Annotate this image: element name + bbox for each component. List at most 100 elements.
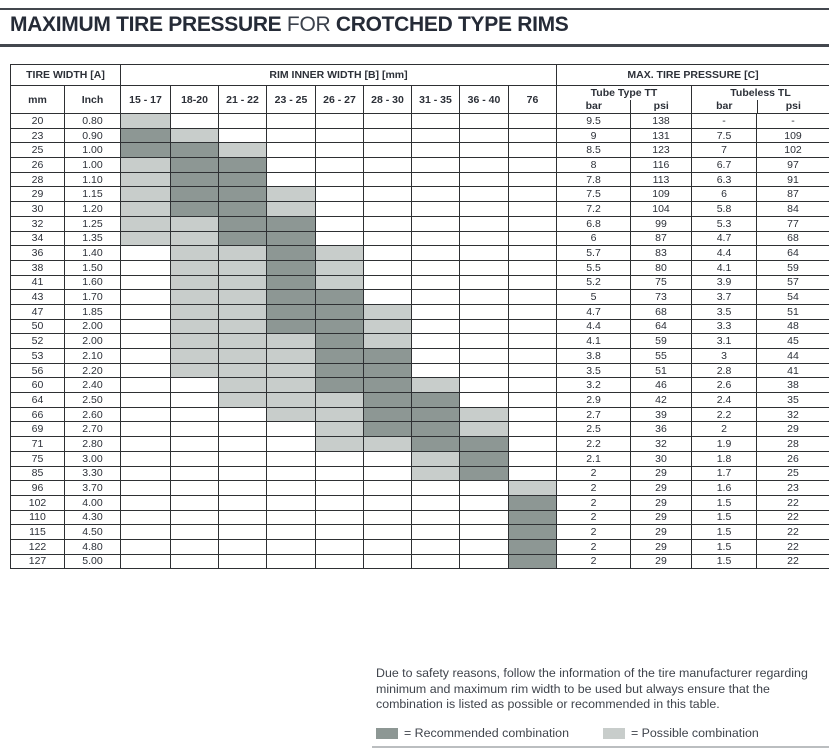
tt-psi-cell: 131 (630, 127, 693, 144)
tl-bar-cell: 5.3 (691, 215, 758, 232)
rim-combination-cell (218, 348, 267, 364)
rim-combination-cell (363, 127, 412, 144)
rim-combination-cell (363, 303, 412, 320)
rim-combination-cell (459, 157, 509, 173)
tire-mm-cell: 122 (10, 538, 65, 555)
rim-combination-cell (507, 348, 558, 364)
rim-combination-cell (459, 230, 509, 247)
tire-inch-cell: 2.80 (64, 436, 121, 452)
tire-mm-cell: 23 (10, 127, 65, 144)
tt-bar-cell: 5.5 (556, 259, 632, 276)
rim-combination-cell (315, 274, 364, 291)
tt-psi-cell: 138 (630, 113, 693, 129)
tt-bar-cell: 2 (556, 538, 632, 555)
tl-bar-cell: 3.5 (691, 303, 758, 320)
rim-combination-cell (459, 377, 509, 394)
rim-combination-cell (459, 421, 509, 438)
table-row: 96 3.70 2 29 1.6 23 (10, 480, 829, 496)
tire-inch-cell: 4.00 (64, 494, 121, 511)
tire-inch-cell: 0.80 (64, 113, 121, 129)
rim-combination-cell (363, 259, 412, 276)
rim-combination-cell (459, 450, 509, 467)
tt-bar-cell: 2 (556, 494, 632, 511)
tire-inch-cell: 1.10 (64, 171, 121, 188)
table-row: 43 1.70 5 73 3.7 54 (10, 289, 829, 305)
tl-psi-cell: 35 (756, 392, 829, 408)
table-row: 115 4.50 2 29 1.5 22 (10, 524, 829, 540)
table-row: 85 3.30 2 29 1.7 25 (10, 465, 829, 482)
tl-bar-cell: 3 (691, 348, 758, 364)
rim-combination-cell (218, 465, 267, 482)
rim-combination-cell (459, 171, 509, 188)
rim-combination-cell (120, 362, 171, 379)
tube-type-units: bar psi (558, 100, 691, 113)
tire-mm-cell: 26 (10, 157, 65, 173)
rim-combination-cell (266, 289, 316, 305)
tl-psi-cell: 29 (756, 421, 829, 438)
tire-width-group-header: TIRE WIDTH [A] (10, 64, 121, 86)
tl-psi-cell: 54 (756, 289, 829, 305)
rim-combination-cell (266, 538, 316, 555)
rim-combination-cell (315, 142, 364, 159)
rim-combination-cell (459, 318, 509, 335)
rim-combination-cell (411, 333, 460, 349)
tl-bar-cell: 1.9 (691, 436, 758, 452)
rim-combination-cell (507, 186, 558, 203)
column-header-row: mm Inch 15 - 17 18-20 21 - 22 23 - 25 26… (10, 85, 829, 114)
inch-column-header: Inch (64, 85, 121, 114)
rim-combination-cell (218, 274, 267, 291)
safety-note-text: Due to safety reasons, follow the inform… (376, 666, 808, 711)
rim-combination-cell (218, 450, 267, 467)
tt-bar-cell: 6 (556, 230, 632, 247)
tt-psi-cell: 30 (630, 450, 693, 467)
rim-combination-cell (411, 538, 460, 555)
tl-psi-cell: - (756, 113, 829, 129)
tl-psi-cell: 77 (756, 215, 829, 232)
rim-combination-cell (120, 348, 171, 364)
rim-combination-cell (120, 377, 171, 394)
rim-combination-cell (363, 157, 412, 173)
tire-inch-cell: 3.70 (64, 480, 121, 496)
tt-psi-cell: 29 (630, 553, 693, 570)
rim-combination-cell (218, 553, 267, 570)
group-header-row: TIRE WIDTH [A] RIM INNER WIDTH [B] [mm] … (10, 64, 829, 86)
rim-combination-cell (507, 509, 558, 526)
rim-combination-cell (459, 392, 509, 408)
tl-psi-cell: 57 (756, 274, 829, 291)
rim-combination-cell (218, 421, 267, 438)
tire-mm-cell: 25 (10, 142, 65, 159)
tl-bar-cell: 2.6 (691, 377, 758, 394)
rim-combination-cell (363, 480, 412, 496)
rim-combination-cell (120, 436, 171, 452)
rim-combination-cell (459, 538, 509, 555)
rim-combination-cell (170, 494, 219, 511)
tl-bar-cell: 3.7 (691, 289, 758, 305)
rim-combination-cell (266, 348, 316, 364)
rim-combination-cell (170, 509, 219, 526)
tire-inch-cell: 2.00 (64, 333, 121, 349)
rim-combination-cell (411, 201, 460, 217)
rim-combination-cell (266, 480, 316, 496)
tl-psi-cell: 45 (756, 333, 829, 349)
tl-bar-cell: 1.8 (691, 450, 758, 467)
table-row: 26 1.00 8 116 6.7 97 (10, 157, 829, 173)
table-row: 23 0.90 9 131 7.5 109 (10, 127, 829, 144)
tubeless-label: Tubeless TL (730, 87, 791, 99)
rim-combination-cell (315, 215, 364, 232)
rim-combination-cell (363, 142, 412, 159)
tl-psi-cell: 41 (756, 362, 829, 379)
tl-bar-cell: 3.9 (691, 274, 758, 291)
rim-combination-cell (120, 524, 171, 540)
tl-bar-cell: 6 (691, 186, 758, 203)
table-row: 50 2.00 4.4 64 3.3 48 (10, 318, 829, 335)
rim-combination-cell (363, 245, 412, 261)
rim-combination-cell (507, 333, 558, 349)
tt-bar-cell: 2 (556, 553, 632, 570)
rim-width-column-header: 18-20 (170, 85, 219, 114)
tire-inch-cell: 1.50 (64, 259, 121, 276)
tl-psi-cell: 51 (756, 303, 829, 320)
rim-combination-cell (459, 303, 509, 320)
rim-combination-cell (266, 465, 316, 482)
title-main: MAXIMUM TIRE PRESSURE (10, 13, 282, 36)
